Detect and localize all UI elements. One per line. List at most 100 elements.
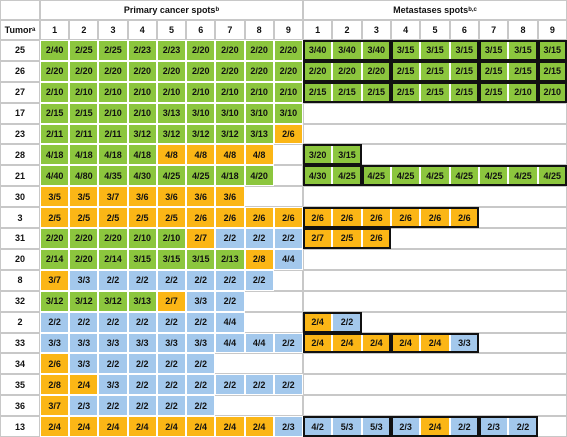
primary-cell: 3/3 bbox=[69, 332, 99, 354]
metastases-group bbox=[303, 81, 391, 103]
primary-cell: 2/20 bbox=[244, 40, 274, 61]
primary-cell: 3/7 bbox=[40, 269, 70, 291]
spot-number: 2 bbox=[69, 20, 99, 40]
metastases-empty bbox=[303, 395, 567, 417]
primary-cell: 2/13 bbox=[215, 248, 245, 270]
metastases-empty bbox=[303, 123, 567, 145]
primary-cell: 2/6 bbox=[40, 353, 70, 375]
spot-number: 8 bbox=[508, 20, 538, 40]
primary-cell: 2/2 bbox=[273, 332, 303, 354]
metastases-empty bbox=[303, 186, 567, 208]
primary-cell: 3/10 bbox=[186, 102, 216, 124]
primary-cell: 2/2 bbox=[186, 269, 216, 291]
primary-cell: 3/12 bbox=[69, 290, 99, 312]
primary-cell: 2/2 bbox=[98, 353, 128, 375]
primary-cell: 2/7 bbox=[156, 290, 187, 312]
primary-cell: 2/10 bbox=[98, 102, 128, 124]
primary-cell: 3/10 bbox=[273, 102, 303, 124]
primary-cell: 4/18 bbox=[127, 144, 157, 166]
tumor-id: 31 bbox=[0, 228, 40, 249]
primary-cell: 2/20 bbox=[69, 248, 99, 270]
metastases-group bbox=[391, 416, 479, 437]
metastases-group bbox=[479, 60, 538, 82]
primary-cell: 3/7 bbox=[40, 395, 70, 417]
primary-cell: 2/20 bbox=[186, 60, 216, 82]
primary-cell: 2/10 bbox=[273, 81, 303, 103]
metastases-empty bbox=[303, 269, 567, 291]
metastases-header: Metastases spots b,c bbox=[303, 0, 567, 20]
metastases-empty bbox=[303, 248, 567, 270]
spot-number: 5 bbox=[420, 20, 450, 40]
primary-cell: 2/5 bbox=[40, 207, 70, 229]
primary-cell: 2/2 bbox=[98, 269, 128, 291]
primary-cell: 2/5 bbox=[127, 207, 157, 229]
metastases-group bbox=[303, 60, 391, 82]
spot-number: 9 bbox=[537, 20, 567, 40]
primary-cell: 2/2 bbox=[98, 311, 128, 333]
primary-cell: 3/3 bbox=[156, 332, 187, 354]
metastases-group bbox=[391, 332, 479, 354]
primary-cell: 2/4 bbox=[69, 374, 99, 396]
tumor-id: 36 bbox=[0, 395, 40, 417]
primary-cell: 2/2 bbox=[98, 395, 128, 417]
primary-cell: 3/3 bbox=[69, 353, 99, 375]
metastases-group bbox=[303, 40, 391, 61]
tumor-id: 23 bbox=[0, 123, 40, 145]
primary-cell: 2/4 bbox=[156, 416, 187, 437]
primary-cell: 3/3 bbox=[98, 374, 128, 396]
primary-cell: 2/20 bbox=[186, 40, 216, 61]
primary-cell: 3/6 bbox=[186, 186, 216, 208]
primary-cell: 2/14 bbox=[98, 248, 128, 270]
primary-header: Primary cancer spots b bbox=[40, 0, 303, 20]
spot-number: 1 bbox=[40, 20, 70, 40]
primary-cell: 2/2 bbox=[186, 311, 216, 333]
primary-cell: 2/2 bbox=[127, 395, 157, 417]
primary-cell: 2/15 bbox=[40, 102, 70, 124]
tumor-id: 28 bbox=[0, 144, 40, 166]
tumor-id: 27 bbox=[0, 81, 40, 103]
primary-cell: 2/20 bbox=[40, 60, 70, 82]
primary-cell: 2/4 bbox=[98, 416, 128, 437]
spot-number: 3 bbox=[98, 20, 128, 40]
spot-number: 9 bbox=[273, 20, 303, 40]
primary-cell: 3/15 bbox=[186, 248, 216, 270]
primary-cell: 2/2 bbox=[127, 353, 157, 375]
primary-cell: 2/11 bbox=[98, 123, 128, 145]
metastases-group bbox=[537, 81, 567, 103]
tumor-header: Tumor a bbox=[0, 20, 40, 40]
metastases-group bbox=[303, 332, 391, 354]
primary-cell: 2/2 bbox=[156, 353, 187, 375]
primary-cell: 3/12 bbox=[186, 123, 216, 145]
primary-cell: 2/2 bbox=[156, 311, 187, 333]
primary-cell: 2/20 bbox=[127, 60, 157, 82]
metastases-group bbox=[303, 228, 391, 249]
primary-cell: 2/10 bbox=[127, 81, 157, 103]
primary-cell: 2/2 bbox=[215, 374, 245, 396]
primary-cell: 3/12 bbox=[40, 290, 70, 312]
primary-cell: 3/12 bbox=[156, 123, 187, 145]
primary-cell: 3/3 bbox=[98, 332, 128, 354]
primary-cell: 3/3 bbox=[69, 269, 99, 291]
primary-cell: 2/4 bbox=[244, 416, 274, 437]
primary-cell: 2/20 bbox=[273, 60, 303, 82]
primary-cell: 4/30 bbox=[127, 165, 157, 187]
tumor-id: 21 bbox=[0, 165, 40, 187]
primary-cell: 3/7 bbox=[98, 186, 128, 208]
primary-cell: 4/18 bbox=[40, 144, 70, 166]
primary-cell: 4/18 bbox=[98, 144, 128, 166]
primary-cell: 2/10 bbox=[186, 81, 216, 103]
tumor-id: 32 bbox=[0, 290, 40, 312]
primary-cell: 3/13 bbox=[244, 123, 274, 145]
primary-cell: 3/3 bbox=[186, 332, 216, 354]
primary-cell: 2/7 bbox=[186, 228, 216, 249]
primary-cell: 2/2 bbox=[215, 228, 245, 249]
primary-cell: 2/4 bbox=[40, 416, 70, 437]
primary-cell: 2/15 bbox=[69, 102, 99, 124]
primary-cell: 2/20 bbox=[40, 228, 70, 249]
metastases-group bbox=[537, 40, 567, 61]
primary-cell: 2/5 bbox=[98, 207, 128, 229]
primary-cell: 3/15 bbox=[127, 248, 157, 270]
primary-cell: 3/13 bbox=[156, 102, 187, 124]
primary-cell: 2/2 bbox=[156, 269, 187, 291]
